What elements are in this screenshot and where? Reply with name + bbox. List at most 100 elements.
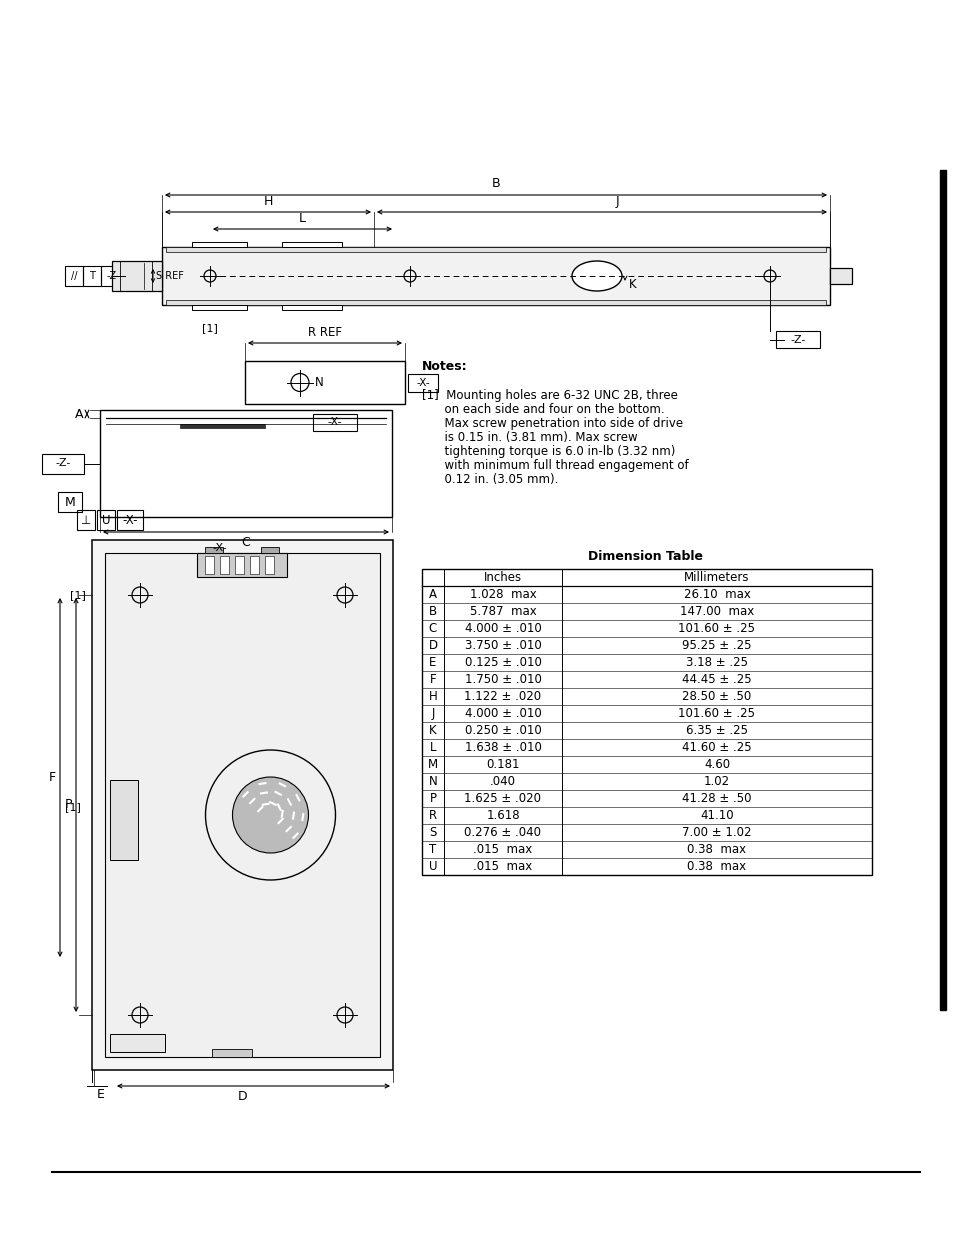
Text: L: L: [429, 741, 436, 755]
Text: P: P: [65, 799, 71, 811]
Text: 4.000 ± .010: 4.000 ± .010: [464, 622, 540, 635]
Text: D: D: [237, 1091, 247, 1103]
Bar: [775, 331, 820, 348]
Text: on each side and four on the bottom.: on each side and four on the bottom.: [421, 403, 664, 416]
Text: [1]: [1]: [71, 590, 86, 600]
Bar: [101, 266, 125, 287]
Bar: [198, 540, 242, 557]
Bar: [264, 556, 274, 574]
Text: C: C: [429, 622, 436, 635]
Text: 0.38  max: 0.38 max: [687, 844, 746, 856]
Text: Dimension Table: Dimension Table: [588, 551, 702, 563]
Bar: [313, 414, 356, 431]
Text: ⊥: ⊥: [81, 514, 91, 526]
Text: B: B: [491, 177, 499, 190]
Text: H: H: [428, 690, 436, 703]
Text: H: H: [263, 195, 273, 207]
Bar: [939, 170, 945, 1010]
Text: 41.28 ± .50: 41.28 ± .50: [681, 792, 751, 805]
Text: L: L: [298, 212, 306, 225]
Text: 6.35 ± .25: 6.35 ± .25: [685, 724, 747, 737]
Text: M: M: [428, 758, 437, 771]
Text: is 0.15 in. (3.81 mm). Max screw: is 0.15 in. (3.81 mm). Max screw: [421, 431, 637, 445]
Text: Inches: Inches: [483, 571, 521, 584]
Bar: [110, 1034, 165, 1052]
Bar: [408, 373, 437, 391]
Bar: [421, 569, 871, 876]
Text: F: F: [49, 771, 56, 784]
Bar: [829, 268, 851, 284]
Text: T: T: [89, 270, 95, 282]
Bar: [105, 553, 379, 1057]
Text: //: //: [71, 270, 77, 282]
Ellipse shape: [572, 261, 621, 291]
Bar: [91, 540, 393, 1070]
Text: U: U: [428, 860, 436, 873]
Bar: [110, 781, 138, 860]
Text: 0.12 in. (3.05 mm).: 0.12 in. (3.05 mm).: [421, 473, 558, 487]
Text: D: D: [428, 638, 437, 652]
Bar: [205, 547, 223, 553]
Text: 4.60: 4.60: [703, 758, 729, 771]
Bar: [197, 553, 287, 577]
Bar: [117, 510, 143, 530]
Text: with minimum full thread engagement of: with minimum full thread engagement of: [421, 459, 688, 472]
Bar: [282, 305, 341, 310]
Text: 3.750 ± .010: 3.750 ± .010: [464, 638, 540, 652]
Text: T: T: [429, 844, 436, 856]
Text: 1.625 ± .020: 1.625 ± .020: [464, 792, 541, 805]
Text: C: C: [241, 536, 250, 550]
Text: Millimeters: Millimeters: [683, 571, 749, 584]
Text: N: N: [314, 375, 323, 389]
Bar: [83, 266, 101, 287]
Circle shape: [233, 777, 308, 853]
Text: .015  max: .015 max: [473, 844, 532, 856]
Text: E: E: [429, 656, 436, 669]
Text: 1.122 ± .020: 1.122 ± .020: [464, 690, 541, 703]
Bar: [166, 247, 825, 252]
Text: 1.750 ± .010: 1.750 ± .010: [464, 673, 541, 685]
Text: E: E: [97, 1088, 105, 1100]
Bar: [213, 1049, 253, 1057]
Text: -X-: -X-: [213, 543, 227, 553]
Bar: [77, 510, 95, 530]
Text: 0.38  max: 0.38 max: [687, 860, 746, 873]
Bar: [97, 510, 115, 530]
Bar: [220, 556, 229, 574]
Text: 26.10  max: 26.10 max: [683, 588, 750, 601]
Text: K: K: [429, 724, 436, 737]
Bar: [65, 266, 83, 287]
Text: Notes:: Notes:: [421, 359, 467, 373]
Text: -X-: -X-: [122, 514, 137, 526]
Text: 41.10: 41.10: [700, 809, 733, 823]
Text: 1.638 ± .010: 1.638 ± .010: [464, 741, 541, 755]
Text: N: N: [428, 776, 436, 788]
Text: M: M: [65, 495, 75, 509]
Text: 1.02: 1.02: [703, 776, 729, 788]
Bar: [192, 242, 247, 247]
Bar: [250, 556, 258, 574]
Text: -X-: -X-: [416, 378, 430, 388]
Text: 101.60 ± .25: 101.60 ± .25: [678, 706, 755, 720]
Bar: [42, 453, 84, 473]
Text: K: K: [628, 278, 636, 290]
Text: 0.250 ± .010: 0.250 ± .010: [464, 724, 540, 737]
Bar: [180, 424, 265, 429]
Text: .040: .040: [490, 776, 516, 788]
Text: J: J: [615, 195, 618, 207]
Text: -Z-: -Z-: [55, 458, 71, 468]
Bar: [245, 361, 405, 404]
Text: P: P: [429, 792, 436, 805]
Text: 0.181: 0.181: [486, 758, 519, 771]
Text: 5.787  max: 5.787 max: [469, 605, 536, 618]
Text: 3.18 ± .25: 3.18 ± .25: [685, 656, 747, 669]
Text: 4.000 ± .010: 4.000 ± .010: [464, 706, 540, 720]
Text: 1.028  max: 1.028 max: [469, 588, 536, 601]
Bar: [58, 492, 82, 513]
Text: B: B: [429, 605, 436, 618]
Text: R REF: R REF: [308, 326, 341, 338]
Text: S REF: S REF: [156, 270, 184, 282]
Text: [1]: [1]: [202, 324, 217, 333]
Bar: [166, 300, 825, 305]
Text: 95.25 ± .25: 95.25 ± .25: [681, 638, 751, 652]
